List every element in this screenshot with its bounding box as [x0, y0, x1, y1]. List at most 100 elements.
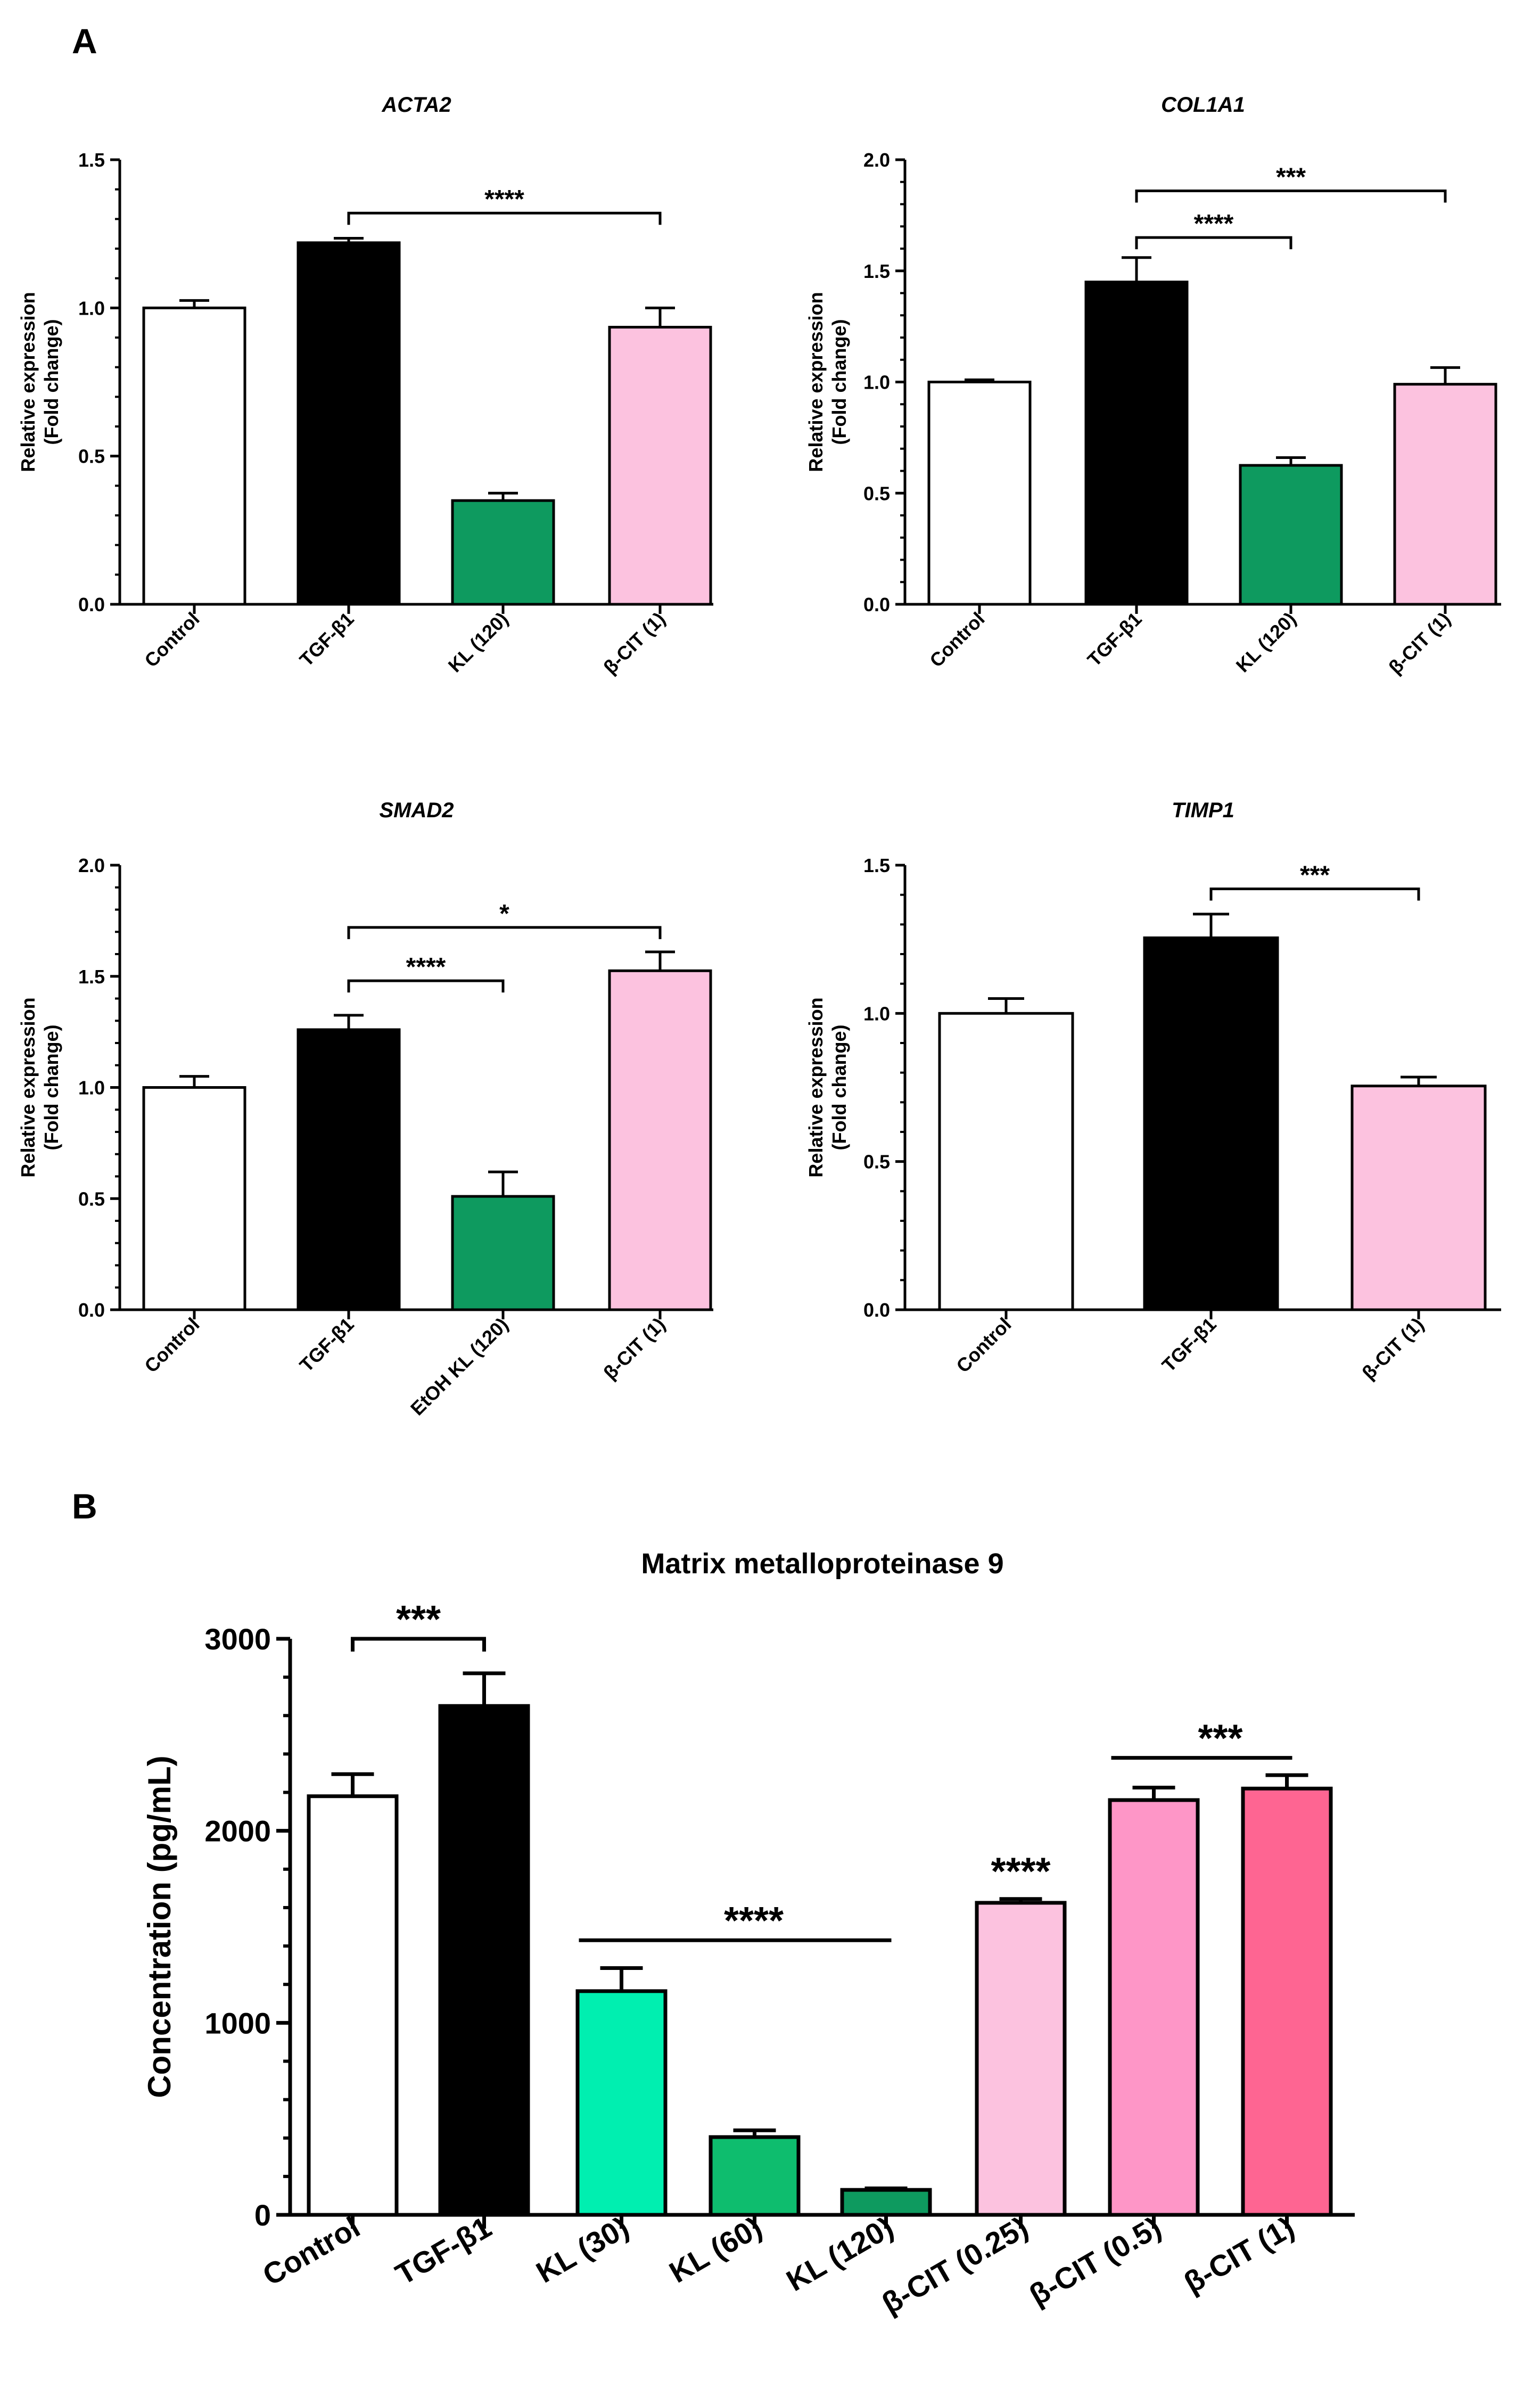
bar	[575, 1989, 668, 2217]
significance-label: *	[499, 900, 509, 928]
y-axis-label: Relative expression(Fold change)	[805, 292, 850, 472]
chart-smad2: SMAD2 Relative expression(Fold change) 0.0…	[17, 799, 713, 1419]
y-axis-label: Relative expression(Fold change)	[17, 997, 62, 1177]
x-tick-label: TGF-β1	[295, 1313, 358, 1376]
y-tick-label: 0.5	[78, 446, 105, 467]
bar	[1393, 383, 1497, 606]
y-tick-label: 1.5	[863, 855, 890, 876]
x-tick-label: β-CIT (0.5)	[1024, 2210, 1167, 2312]
y-tick-label: 0.0	[78, 1299, 105, 1321]
y-tick-label: 0.5	[78, 1188, 105, 1210]
significance-bracket	[347, 979, 505, 993]
significance-label: ***	[1300, 861, 1330, 890]
significance-bracket	[1209, 888, 1420, 901]
y-tick-label: 0.5	[863, 482, 890, 504]
bar	[438, 1704, 530, 2217]
bar	[608, 969, 712, 1311]
x-tick-label: KL (30)	[531, 2210, 635, 2289]
bar	[142, 1086, 246, 1311]
x-tick-label: TGF-β1	[295, 608, 358, 671]
y-axis-label-line1: Relative expression	[805, 292, 827, 472]
x-tick-label: β-CIT (1)	[1384, 608, 1454, 678]
bar	[297, 241, 401, 606]
panel-b-label: B	[72, 1487, 97, 1526]
x-tick-label: KL (120)	[444, 608, 513, 677]
y-axis-label: Relative expression(Fold change)	[17, 292, 62, 472]
x-tick-label: Control	[140, 1313, 203, 1377]
chart-title: SMAD2	[379, 799, 454, 822]
bar	[1108, 1798, 1200, 2217]
y-axis-label-line2: (Fold change)	[40, 319, 62, 445]
y-tick-label: 2000	[204, 1814, 271, 1848]
x-tick-label: TGF-β1	[1158, 1313, 1221, 1376]
y-tick-label: 0.5	[863, 1151, 890, 1173]
significance-label: ****	[484, 185, 524, 213]
panel-a-label: A	[72, 21, 97, 61]
y-tick-label: 1000	[204, 2006, 271, 2040]
y-tick-label: 3000	[204, 1622, 271, 1656]
y-tick-label: 1.0	[78, 1077, 105, 1099]
bar	[142, 306, 246, 606]
x-tick-label: KL (120)	[781, 2210, 899, 2298]
y-axis-label-line2: (Fold change)	[828, 1025, 850, 1151]
chart-mmp9: Matrix metalloproteinase 9 Concentration …	[142, 1548, 1355, 2320]
x-tick-label: β-CIT (0.25)	[876, 2210, 1034, 2320]
x-tick-label: TGF-β1	[1083, 608, 1146, 671]
chart-title: ACTA2	[381, 93, 451, 117]
significance-bracket	[347, 926, 662, 939]
x-tick-label: TGF-β1	[390, 2210, 497, 2292]
x-tick-label: KL (60)	[664, 2210, 768, 2289]
significance-bracket	[1135, 189, 1447, 203]
significance-label: ***	[1276, 163, 1306, 191]
y-tick-label: 1.0	[863, 372, 890, 393]
bar	[1241, 1786, 1333, 2217]
bar	[1084, 281, 1189, 606]
bar	[709, 2135, 801, 2217]
x-tick-label: β-CIT (1)	[599, 608, 669, 678]
y-tick-label: 0.0	[78, 594, 105, 615]
bar	[451, 499, 555, 606]
chart-title: COL1A1	[1161, 93, 1245, 117]
y-tick-label: 0.0	[863, 594, 890, 615]
x-tick-label: β-CIT (1)	[1178, 2210, 1299, 2300]
bar	[451, 1195, 555, 1311]
bar	[927, 381, 1032, 606]
y-axis-label-line1: Relative expression	[805, 997, 827, 1177]
y-tick-label: 1.5	[78, 966, 105, 988]
y-axis-label-line2: (Fold change)	[828, 319, 850, 445]
significance-label: ****	[724, 1900, 784, 1942]
significance-bracket	[347, 211, 662, 225]
bar	[307, 1794, 399, 2217]
y-axis-label-line2: (Fold change)	[40, 1025, 62, 1151]
y-tick-label: 2.0	[863, 149, 890, 171]
y-tick-label: 2.0	[78, 855, 105, 876]
y-tick-label: 0.0	[863, 1299, 890, 1321]
x-tick-label: β-CIT (1)	[1357, 1313, 1428, 1384]
chart-title: TIMP1	[1172, 799, 1234, 822]
x-tick-label: Control	[140, 608, 203, 671]
x-tick-label: Control	[925, 608, 989, 671]
significance-label: ****	[1194, 210, 1234, 238]
bar	[1143, 936, 1279, 1311]
significance-label: ***	[396, 1598, 441, 1641]
y-tick-label: 1.5	[863, 260, 890, 282]
significance-label: ****	[406, 953, 446, 981]
bar	[975, 1901, 1067, 2217]
y-axis-label-line1: Relative expression	[17, 997, 39, 1177]
bar	[297, 1028, 401, 1311]
x-tick-label: Control	[952, 1313, 1015, 1377]
significance-label: ****	[991, 1851, 1050, 1893]
significance-bracket	[1135, 236, 1292, 250]
x-tick-label: β-CIT (1)	[599, 1313, 669, 1384]
x-tick-label: Control	[257, 2210, 366, 2292]
chart-timp1: TIMP1 Relative expression(Fold change) 0.0…	[805, 799, 1501, 1384]
y-axis-label: Relative expression(Fold change)	[805, 997, 850, 1177]
chart-acta2: ACTA2 Relative expression(Fold change) 0.0…	[17, 93, 713, 678]
bar	[608, 326, 712, 606]
chart-title: Matrix metalloproteinase 9	[641, 1548, 1003, 1580]
x-tick-label: KL (120)	[1232, 608, 1300, 677]
y-tick-label: 0	[254, 2198, 271, 2232]
x-tick-label: EtOH KL (120)	[406, 1313, 513, 1420]
y-axis-label: Concentration (pg/mL)	[142, 1755, 177, 2098]
